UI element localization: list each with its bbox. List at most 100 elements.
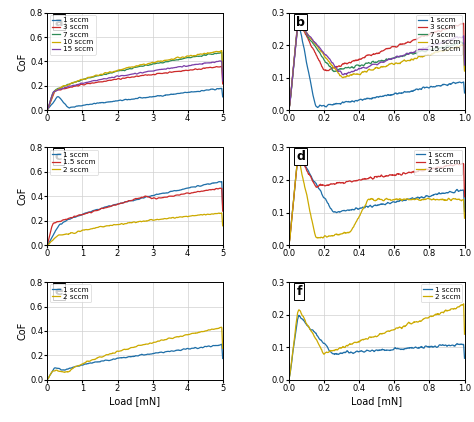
10 sccm — [356, 72, 362, 77]
7 sccm — [65, 82, 71, 87]
3 sccm — [220, 81, 226, 87]
7 sccm — [101, 72, 107, 77]
Line: 2 sccm: 2 sccm — [289, 304, 465, 378]
1 sccm — [65, 105, 71, 110]
1 sccm — [356, 97, 362, 103]
1 sccm — [101, 358, 107, 363]
3 sccm — [356, 57, 362, 62]
1 sccm — [114, 202, 119, 207]
2 sccm — [413, 196, 419, 201]
Y-axis label: CoF: CoF — [17, 52, 27, 70]
1 sccm — [414, 195, 420, 200]
2 sccm — [155, 217, 161, 222]
7 sccm — [219, 50, 225, 55]
15 sccm — [45, 107, 50, 112]
Text: e: e — [55, 285, 63, 298]
2 sccm — [308, 327, 313, 332]
1 sccm — [65, 217, 71, 222]
1 sccm — [155, 192, 161, 197]
10 sccm — [286, 105, 292, 110]
Line: 1 sccm: 1 sccm — [47, 344, 223, 379]
Legend: 1 sccm, 1.5 sccm, 2 sccm: 1 sccm, 1.5 sccm, 2 sccm — [50, 149, 98, 175]
15 sccm — [101, 76, 107, 81]
Y-axis label: CoF: CoF — [17, 187, 27, 206]
1 sccm — [413, 87, 419, 92]
2 sccm — [220, 346, 226, 351]
Text: b: b — [296, 16, 305, 29]
1 sccm — [65, 366, 71, 371]
Line: 1 sccm: 1 sccm — [289, 315, 465, 378]
Text: c: c — [55, 150, 62, 163]
1.5 sccm — [413, 169, 419, 174]
10 sccm — [45, 107, 50, 112]
Line: 7 sccm: 7 sccm — [47, 52, 223, 109]
Line: 2 sccm: 2 sccm — [47, 327, 223, 380]
1 sccm — [414, 345, 420, 350]
1 sccm — [172, 92, 178, 97]
15 sccm — [171, 65, 177, 70]
1 sccm — [172, 349, 178, 354]
10 sccm — [114, 68, 119, 73]
Line: 1 sccm: 1 sccm — [289, 154, 465, 242]
1.5 sccm — [114, 202, 119, 207]
10 sccm — [171, 57, 177, 62]
1 sccm — [220, 204, 226, 209]
Line: 2 sccm: 2 sccm — [47, 213, 223, 245]
1 sccm — [295, 20, 301, 25]
Line: 7 sccm: 7 sccm — [289, 24, 465, 107]
2 sccm — [219, 325, 224, 330]
2 sccm — [65, 369, 71, 374]
1 sccm — [344, 349, 350, 354]
Legend: 1 sccm, 3 sccm, 7 sccm, 10 sccm, 15 sccm: 1 sccm, 3 sccm, 7 sccm, 10 sccm, 15 sccm — [416, 15, 462, 54]
1 sccm — [413, 195, 419, 200]
2 sccm — [344, 230, 350, 235]
1 sccm — [101, 100, 107, 106]
3 sccm — [155, 71, 161, 76]
3 sccm — [65, 85, 71, 90]
1 sccm — [356, 206, 362, 211]
1.5 sccm — [155, 196, 161, 201]
7 sccm — [114, 69, 119, 74]
1.5 sccm — [45, 241, 50, 246]
2 sccm — [171, 216, 177, 221]
7 sccm — [171, 58, 177, 63]
1 sccm — [286, 105, 292, 110]
1 sccm — [45, 377, 50, 382]
1.5 sccm — [171, 194, 177, 199]
1 sccm — [397, 346, 403, 352]
7 sccm — [172, 58, 178, 63]
1 sccm — [155, 350, 161, 355]
2 sccm — [414, 197, 420, 202]
7 sccm — [462, 67, 467, 72]
2 sccm — [220, 223, 226, 228]
10 sccm — [101, 70, 107, 76]
15 sccm — [296, 21, 302, 26]
2 sccm — [65, 232, 71, 237]
10 sccm — [397, 61, 403, 66]
10 sccm — [155, 59, 161, 64]
1 sccm — [172, 188, 178, 193]
2 sccm — [462, 332, 467, 337]
1 sccm — [286, 375, 292, 380]
10 sccm — [344, 73, 350, 78]
Legend: 1 sccm, 3 sccm, 7 sccm, 10 sccm, 15 sccm: 1 sccm, 3 sccm, 7 sccm, 10 sccm, 15 sccm — [50, 15, 96, 54]
1 sccm — [344, 208, 350, 213]
3 sccm — [397, 42, 403, 47]
10 sccm — [414, 56, 420, 61]
3 sccm — [414, 37, 420, 42]
15 sccm — [172, 65, 178, 70]
1 sccm — [356, 349, 362, 354]
1 sccm — [171, 349, 177, 354]
3 sccm — [101, 79, 107, 84]
1 sccm — [155, 93, 161, 98]
7 sccm — [356, 63, 362, 68]
3 sccm — [171, 69, 177, 74]
10 sccm — [462, 68, 467, 73]
15 sccm — [308, 35, 314, 40]
1.5 sccm — [397, 171, 403, 176]
10 sccm — [172, 56, 178, 61]
Legend: 1 sccm, 1.5 sccm, 2 sccm: 1 sccm, 1.5 sccm, 2 sccm — [414, 149, 462, 175]
2 sccm — [45, 377, 50, 382]
3 sccm — [172, 69, 178, 74]
15 sccm — [462, 62, 467, 68]
